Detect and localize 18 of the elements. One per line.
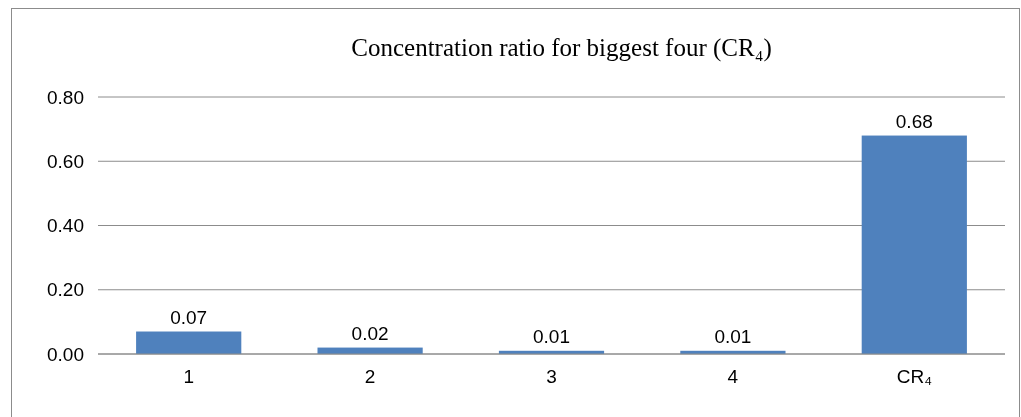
data-label: 0.07 [170,306,208,328]
x-tick-label: CR₄ [896,366,933,388]
data-label: 0.02 [351,322,389,344]
y-tick-label: 0.80 [47,86,84,108]
x-tick-label: 2 [364,366,376,388]
y-tick-label: 0.40 [47,215,84,237]
bar [136,331,242,354]
data-label: 0.01 [714,325,752,347]
y-tick-label: 0.20 [47,279,84,301]
y-tick-label: 0.60 [47,150,84,172]
x-tick-label: 4 [727,366,739,388]
y-tick-label: 0.00 [47,343,84,365]
x-tick-label: 1 [183,366,194,388]
data-label: 0.68 [895,110,933,132]
data-label: 0.01 [533,325,570,347]
x-tick-label: 3 [546,366,557,388]
chart-title: Concentration ratio for biggest four (CR₄) [351,34,772,62]
bar [861,135,967,354]
